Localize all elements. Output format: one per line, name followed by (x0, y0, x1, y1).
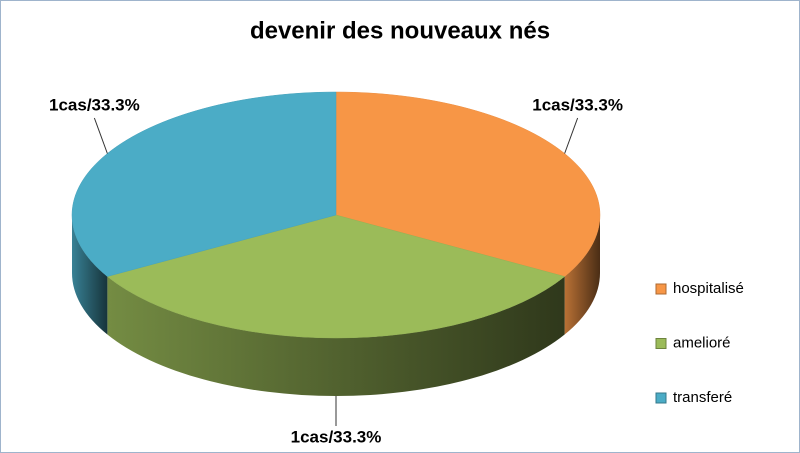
slice-side (72, 215, 108, 335)
chart-title: devenir des nouveaux nés (250, 17, 550, 44)
value-label: 1cas/33.3% (291, 427, 382, 446)
legend-label: transferé (673, 389, 732, 406)
slice-side (107, 276, 565, 396)
legend-swatch (655, 392, 667, 404)
legend-label: hospitalisé (673, 280, 744, 297)
value-label: 1cas/33.3% (532, 95, 623, 114)
leader-line (93, 117, 108, 154)
legend-swatch (655, 338, 667, 349)
leader-line (564, 117, 579, 154)
legend-label: amelioré (673, 334, 731, 351)
pie-slice (106, 214, 566, 396)
slice-top (335, 91, 601, 277)
slice-top (71, 91, 337, 277)
slice-side (564, 215, 600, 335)
pie-slice (335, 91, 601, 335)
slice-top (106, 214, 566, 339)
legend-swatch (655, 283, 667, 295)
value-label: 1cas/33.3% (49, 95, 140, 114)
pie-slice (71, 91, 337, 335)
